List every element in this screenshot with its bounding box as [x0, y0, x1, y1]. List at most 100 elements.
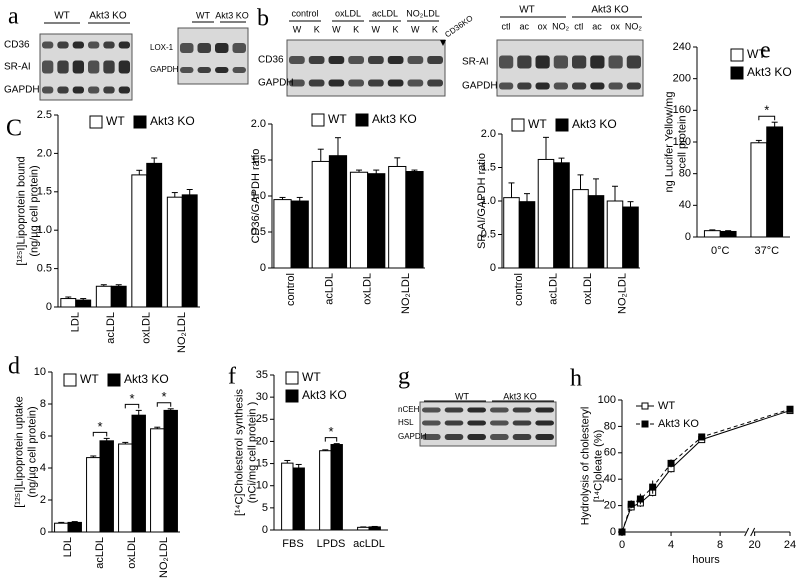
point: [627, 500, 635, 508]
blot-band: [572, 82, 587, 90]
blot-band: [88, 60, 100, 74]
label: NO₂: [552, 21, 570, 31]
significance-bracket: [92, 431, 108, 437]
bar: [553, 162, 570, 269]
significance-label: *: [97, 419, 102, 434]
legend-label: WT: [528, 117, 547, 131]
blot-band: [57, 41, 69, 49]
legend-swatch: [285, 389, 299, 403]
bar: [349, 171, 369, 269]
y-tick-label: 60: [604, 447, 616, 459]
y-tick-label: 1.5: [251, 154, 266, 166]
label: GAPDH: [398, 432, 427, 441]
panel-letter: b: [257, 6, 269, 32]
y-axis-label: [¹⁴C]Cholesterol synthesis: [233, 389, 245, 516]
y-tick-label: 15: [256, 457, 268, 469]
y-tick-label: 0: [40, 526, 46, 538]
significance-bracket: [758, 115, 776, 121]
blot-band: [535, 420, 554, 426]
label: GAPDH: [462, 81, 498, 92]
bar: [181, 194, 198, 308]
x-axis-label: hours: [692, 554, 720, 566]
bar: [99, 440, 114, 533]
x-tick-label: FBS: [282, 538, 303, 550]
blot-band: [422, 420, 441, 426]
y-axis-label: CD36/GAPDH ratio: [250, 149, 262, 244]
label: LOX-1: [150, 43, 174, 52]
x-tick-label: 20: [749, 539, 761, 551]
blot-band: [590, 82, 605, 90]
legend-swatch: [107, 373, 121, 387]
label: SR-AI: [462, 57, 489, 68]
y-tick-label: 1.0: [37, 224, 52, 236]
y-tick-label: 20: [604, 500, 616, 512]
legend-swatch: [730, 48, 744, 62]
blot-band: [215, 67, 229, 73]
bar: [328, 155, 348, 269]
blot-band: [512, 434, 532, 440]
y-tick-label: 0: [46, 301, 52, 313]
legend-swatch: [63, 373, 77, 387]
y-axis-label: SR-AI/GAPDH ratio: [476, 153, 488, 249]
y-tick-label: 100: [598, 394, 616, 406]
label: WT: [54, 11, 70, 22]
bar: [368, 526, 381, 531]
y-tick-label: 0.5: [251, 226, 266, 238]
blot-band: [72, 86, 84, 94]
label: HSL: [398, 418, 414, 427]
blot: [39, 33, 133, 101]
bar: [150, 428, 165, 533]
y-tick-label: 20: [256, 435, 268, 447]
blot-band: [422, 434, 441, 440]
y-tick-label: 40: [604, 473, 616, 485]
label: control: [291, 8, 318, 18]
panel-letter: d: [8, 354, 20, 380]
blot-band: [180, 43, 194, 53]
bar: [60, 298, 77, 308]
blot-band: [608, 82, 623, 90]
legend-swatch: [285, 371, 299, 385]
axis-break: [744, 527, 756, 537]
bar: [166, 196, 183, 308]
blot-band: [88, 41, 100, 49]
panel-letter: g: [398, 364, 410, 390]
point: [649, 483, 657, 491]
bar: [110, 285, 127, 308]
blot-band: [467, 407, 486, 413]
legend-swatch: [730, 66, 744, 80]
blot-band: [215, 43, 229, 53]
label: ac: [519, 21, 529, 31]
y-axis-label: (nCi/mg cell protein ): [246, 402, 258, 503]
legend-label: WT: [658, 400, 675, 412]
legend-marker: [641, 402, 649, 410]
bar: [766, 126, 784, 238]
legend-label: Akt3 KO: [658, 418, 699, 430]
legend-label: Akt3 KO: [124, 372, 169, 386]
x-tick-label: acLDL: [548, 273, 560, 305]
bar: [292, 467, 305, 531]
blot-band: [57, 60, 69, 74]
blot-band: [467, 420, 486, 426]
y-tick-label: 6: [40, 430, 46, 442]
blot-band: [444, 420, 464, 426]
y-tick-label: 160: [673, 104, 691, 116]
significance-label: *: [161, 389, 166, 404]
blot-band: [512, 420, 532, 426]
significance-bracket: [324, 437, 338, 442]
label: WT: [519, 5, 535, 16]
bar: [587, 195, 605, 269]
legend-label: WT: [747, 47, 766, 61]
legend-swatch: [555, 118, 569, 132]
blot-band: [289, 56, 305, 64]
blot-band: [42, 41, 54, 49]
blot-band: [72, 60, 84, 74]
blot: [286, 39, 446, 97]
panel-letter: C: [6, 116, 22, 142]
x-tick-label: 8: [717, 539, 723, 551]
x-tick-label: oxLDL: [126, 537, 138, 569]
y-tick-label: 8: [40, 398, 46, 410]
blot-band: [103, 41, 115, 49]
x-tick-label: control: [513, 273, 525, 306]
blot-band: [42, 86, 54, 94]
label: W: [411, 24, 420, 34]
